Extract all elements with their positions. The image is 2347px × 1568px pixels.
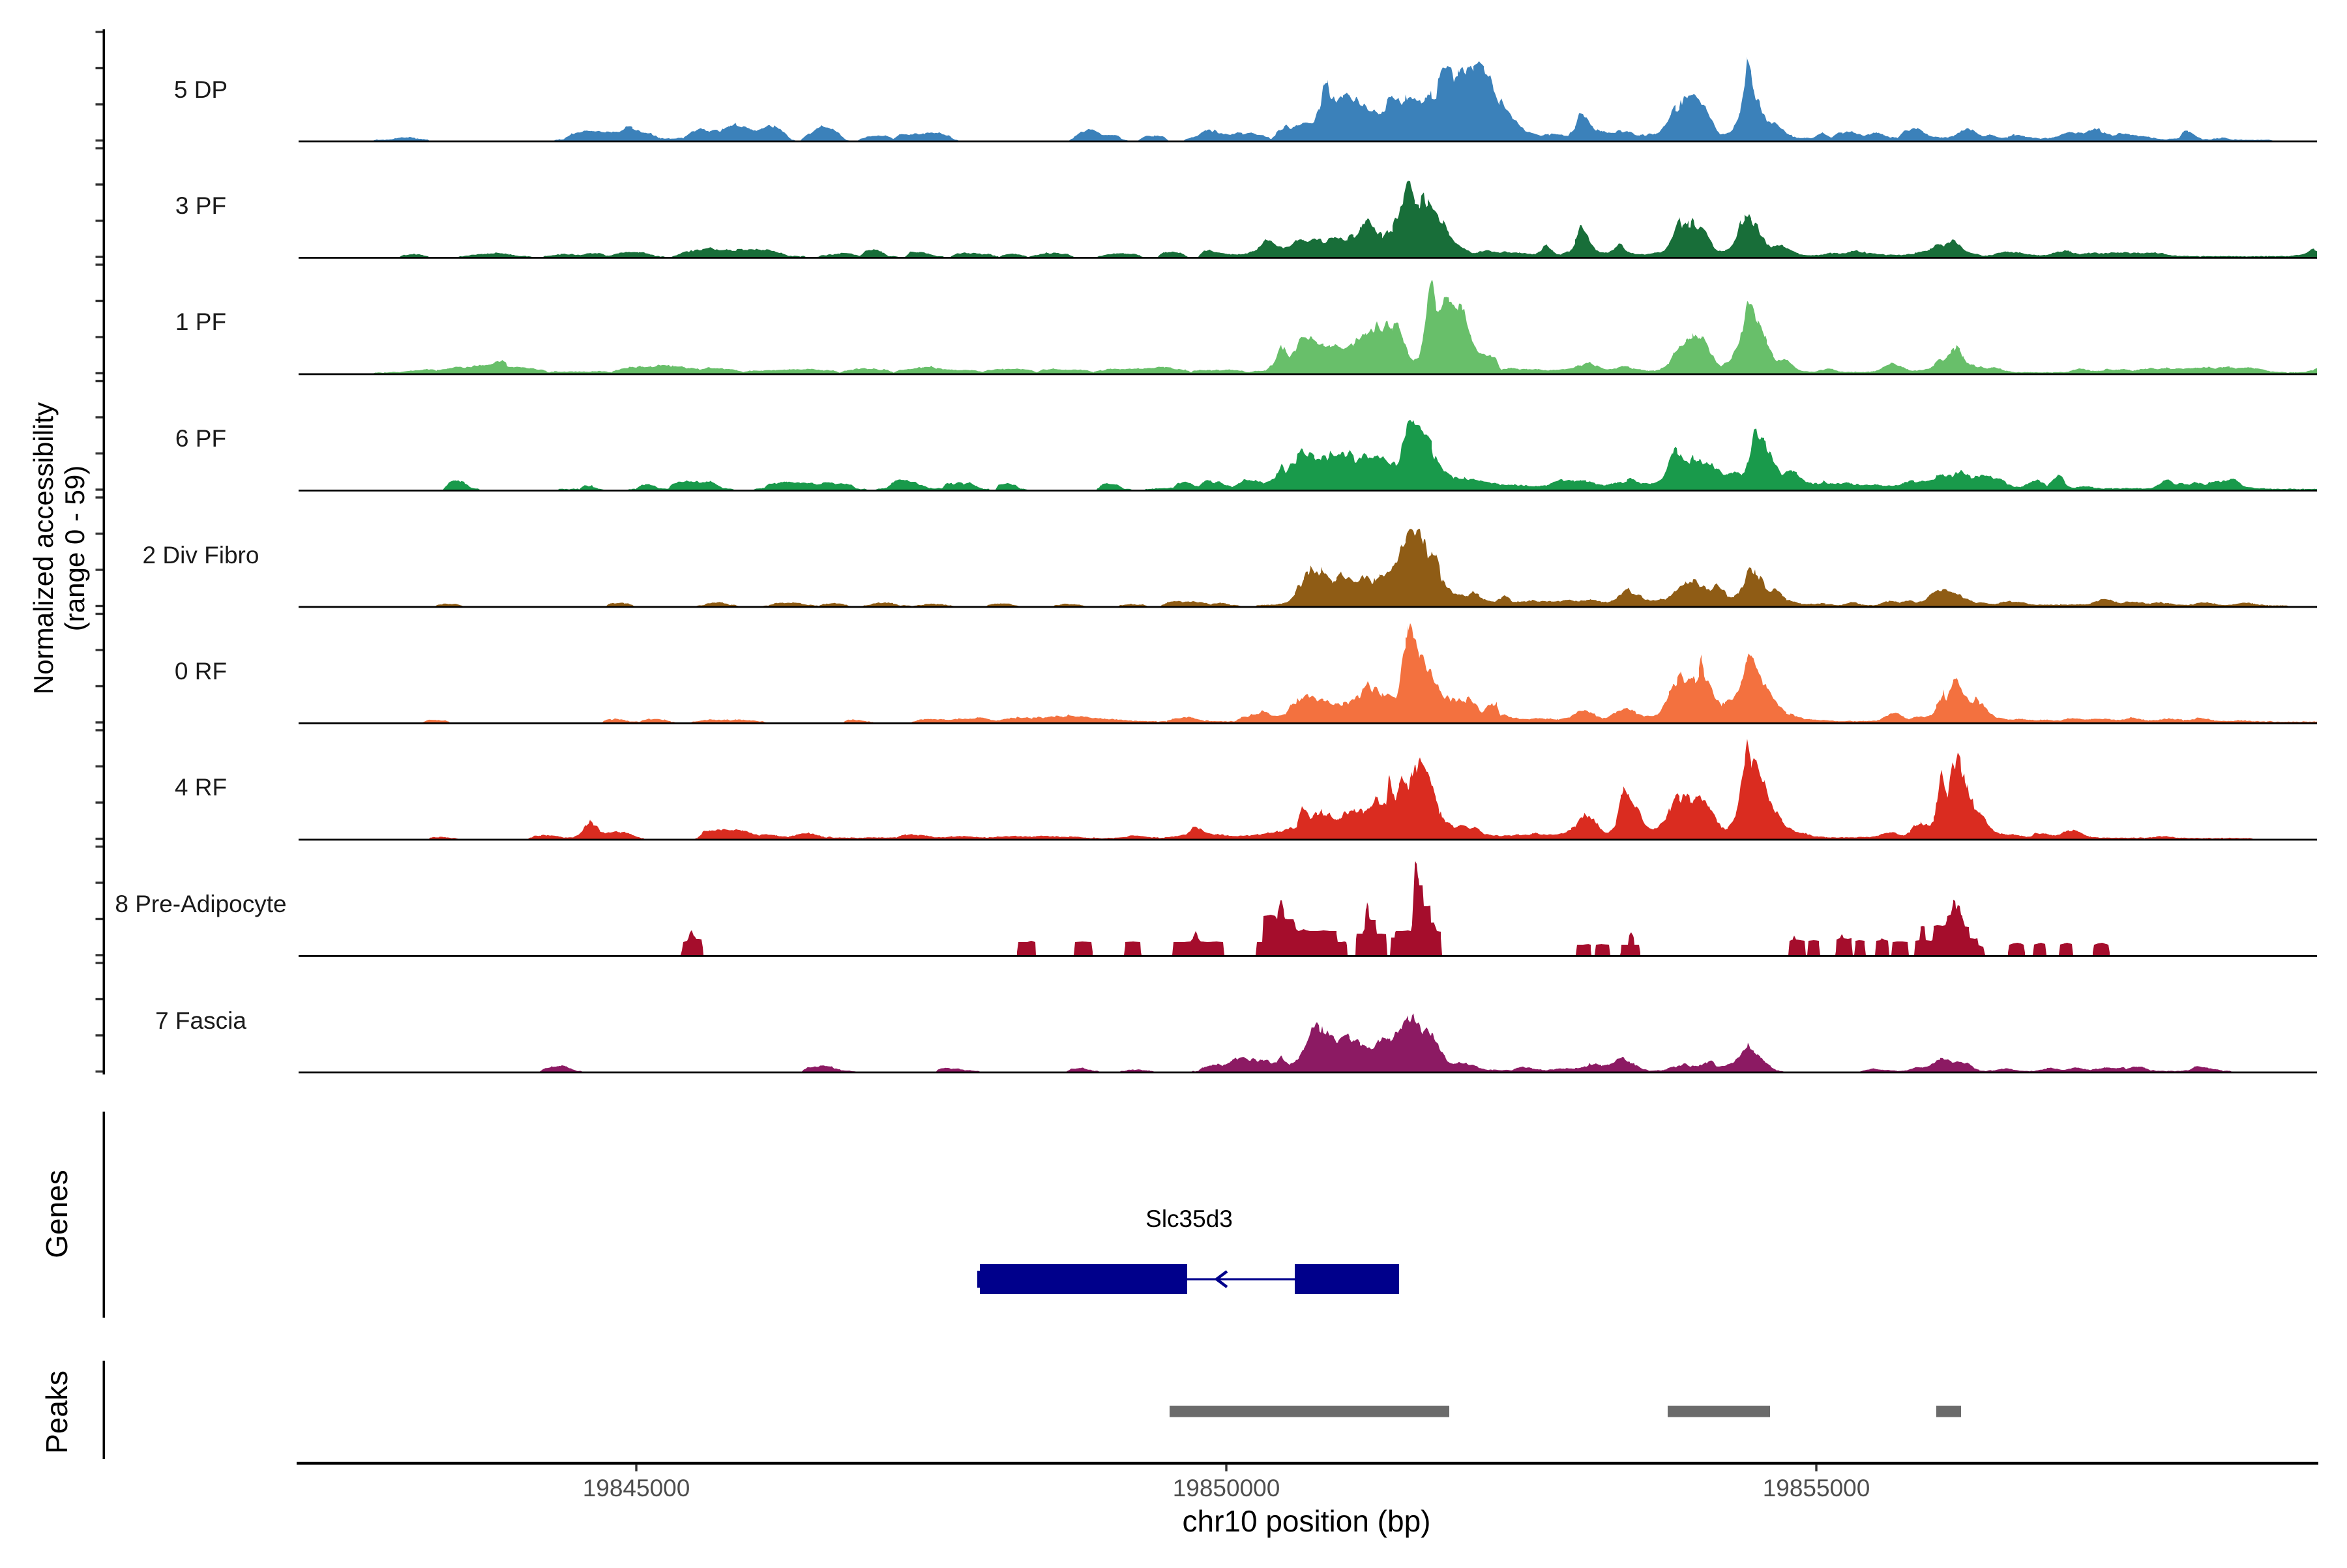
- svg-text:5 DP: 5 DP: [174, 76, 228, 103]
- svg-text:19850000: 19850000: [1173, 1475, 1280, 1501]
- svg-text:0 RF: 0 RF: [175, 658, 227, 685]
- svg-text:2 Div Fibro: 2 Div Fibro: [143, 542, 259, 569]
- svg-text:8 Pre-Adipocyte: 8 Pre-Adipocyte: [115, 891, 286, 917]
- svg-text:6 PF: 6 PF: [175, 425, 226, 452]
- svg-text:1 PF: 1 PF: [175, 308, 226, 335]
- svg-text:Genes: Genes: [40, 1170, 74, 1258]
- svg-text:19855000: 19855000: [1763, 1475, 1870, 1501]
- svg-text:7 Fascia: 7 Fascia: [155, 1007, 246, 1034]
- svg-text:3 PF: 3 PF: [175, 192, 226, 219]
- svg-text:chr10 position (bp): chr10 position (bp): [1183, 1504, 1431, 1538]
- svg-text:Peaks: Peaks: [40, 1370, 74, 1454]
- svg-text:Normalized accessibility: Normalized accessibility: [28, 402, 59, 694]
- svg-text:Slc35d3: Slc35d3: [1145, 1206, 1233, 1232]
- svg-text:19845000: 19845000: [583, 1475, 690, 1501]
- svg-text:(range 0 - 59): (range 0 - 59): [59, 466, 90, 631]
- svg-text:4 RF: 4 RF: [175, 774, 227, 801]
